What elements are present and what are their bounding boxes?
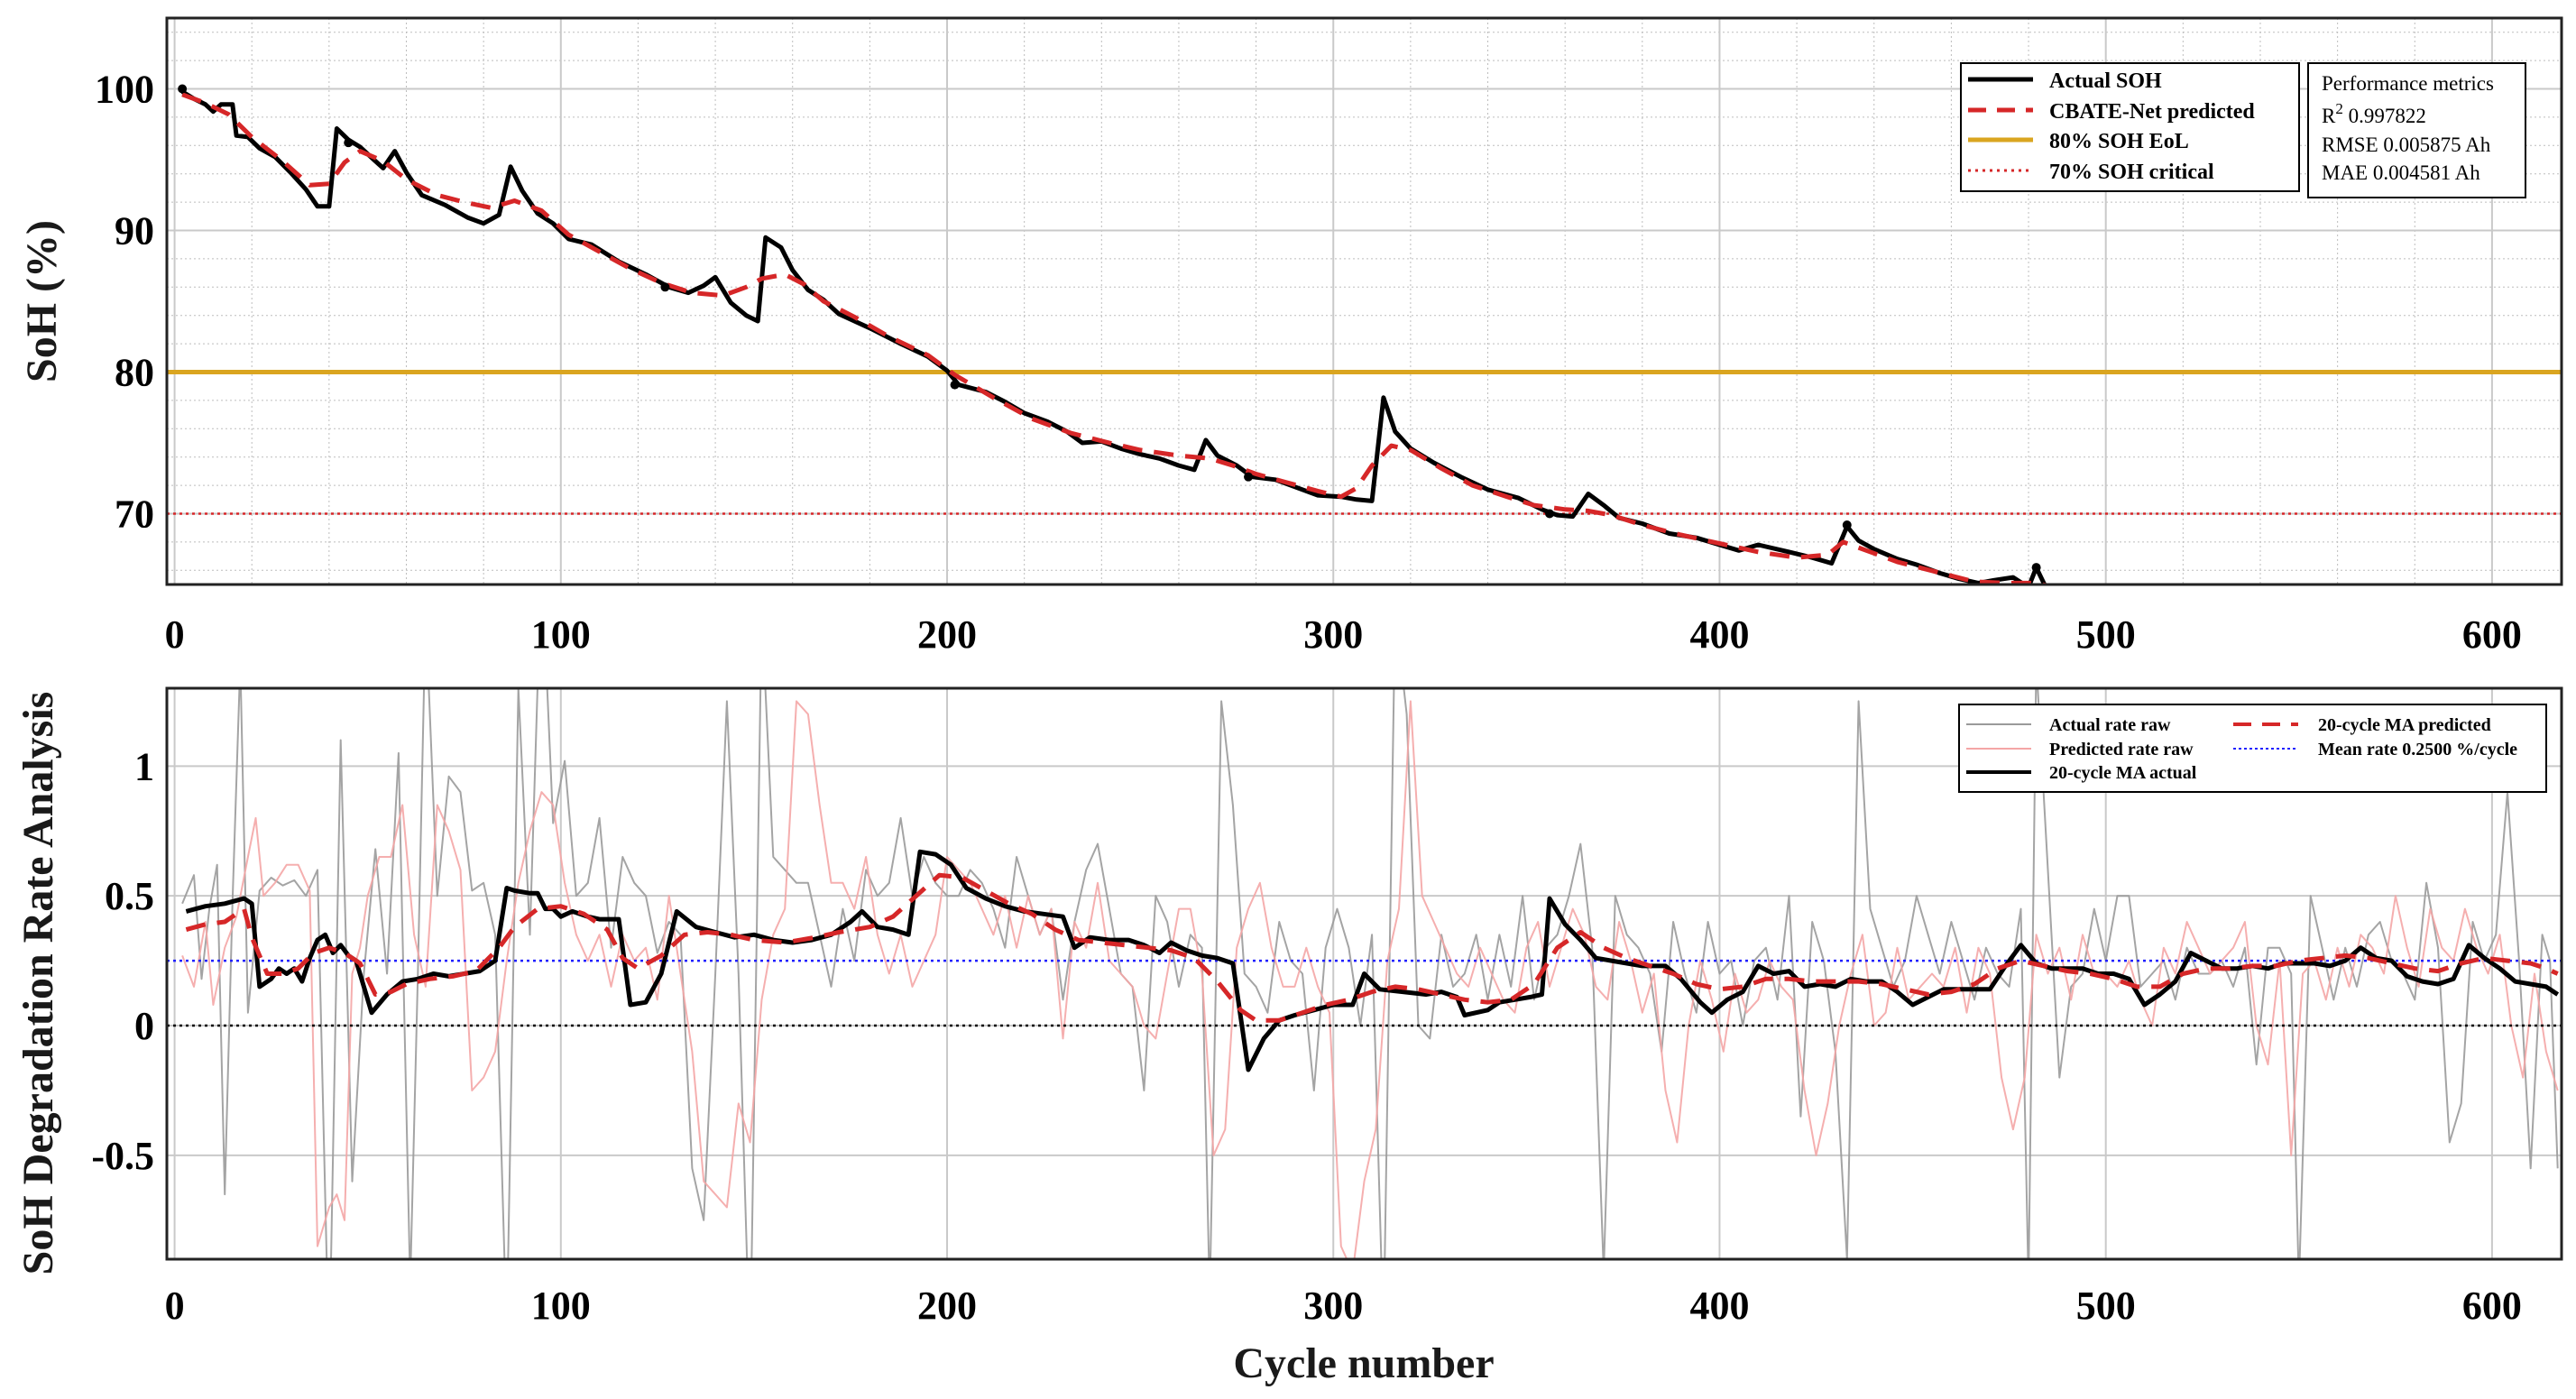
- soh-x-tick-label: 400: [1689, 612, 1749, 657]
- legend-ma-predicted: 20-cycle MA predicted: [2318, 715, 2491, 735]
- legend-actual-rate: Actual rate raw: [2049, 715, 2171, 735]
- soh-marker-point: [660, 282, 670, 292]
- rate-x-tick-label: 600: [2462, 1284, 2522, 1328]
- rate-x-tick-label: 500: [2076, 1284, 2136, 1328]
- soh-legend-box: [1960, 62, 2300, 192]
- rate-legend-box: [1958, 704, 2547, 793]
- soh-marker-point: [950, 380, 960, 390]
- rate-x-tick-label: 200: [917, 1284, 977, 1328]
- rate-x-tick-label: 300: [1303, 1284, 1363, 1328]
- soh-y-tick-label: 100: [95, 68, 154, 112]
- rate-tick-labels: -0.5 0 0.5 1 0 100 200 300 400 500 600: [91, 744, 2522, 1328]
- soh-y-tick-label: 70: [115, 492, 154, 537]
- metrics-r2-label: R: [2322, 105, 2336, 127]
- soh-x-tick-label: 200: [917, 612, 977, 657]
- soh-y-axis-label: SoH (%): [18, 220, 66, 382]
- soh-marker-point: [1842, 520, 1852, 530]
- rate-legend: Actual rate raw Predicted rate raw 20-cy…: [1958, 704, 2547, 793]
- soh-series-cbate-net-predicted: [181, 92, 2053, 584]
- rate-x-tick-label: 0: [165, 1284, 185, 1328]
- rate-y-tick-label: 0: [134, 1004, 154, 1048]
- soh-series-actual-soh: [180, 89, 2047, 584]
- soh-x-tick-label: 300: [1303, 612, 1363, 657]
- soh-x-tick-label: 100: [531, 612, 591, 657]
- soh-x-tick-label: 600: [2462, 612, 2522, 657]
- rate-y-axis-label: SoH Degradation Rate Analysis: [14, 692, 62, 1275]
- soh-y-tick-label: 90: [115, 209, 154, 253]
- soh-x-tick-label: 0: [165, 612, 185, 657]
- legend-eol: 80% SOH EoL: [2049, 130, 2189, 153]
- soh-marker-point: [178, 84, 188, 94]
- soh-plot-frame: [165, 16, 2563, 586]
- metrics-mae: MAE 0.004581 Ah: [2322, 161, 2480, 184]
- legend-ma-actual: 20-cycle MA actual: [2049, 763, 2197, 783]
- legend-mean-rate: Mean rate 0.2500 %/cycle: [2318, 740, 2517, 759]
- metrics-box-frame: [2307, 62, 2526, 198]
- degradation-rate-chart: -0.5 0 0.5 1 0 100 200 300 400 500 600 SoH Degrada…: [14, 686, 2563, 1387]
- legend-critical: 70% SOH critical: [2049, 161, 2214, 184]
- soh-y-tick-label: 80: [115, 351, 154, 395]
- metrics-r2-value: 0.997822: [2343, 105, 2426, 127]
- rate-x-tick-label: 100: [531, 1284, 591, 1328]
- rate-y-tick-label: -0.5: [91, 1134, 154, 1178]
- metrics-rmse: RMSE 0.005875 Ah: [2322, 133, 2491, 156]
- rate-plot-frame: [165, 686, 2563, 1261]
- legend-predicted-soh: CBATE-Net predicted: [2049, 100, 2255, 124]
- rate-x-axis-label: Cycle number: [1233, 1339, 1494, 1387]
- soh-marker-point: [344, 138, 354, 148]
- rate-y-tick-label: 1: [134, 744, 154, 788]
- metrics-r2-sup: 2: [2335, 100, 2343, 117]
- legend-predicted-rate: Predicted rate raw: [2049, 740, 2194, 759]
- rate-series: [167, 688, 2562, 1259]
- soh-tick-labels: 70 80 90 100 0 100 200 300 400 500 600: [95, 68, 2522, 658]
- metrics-title: Performance metrics: [2322, 72, 2494, 95]
- rate-y-tick-label: 0.5: [105, 874, 154, 918]
- soh-series: [167, 84, 2562, 584]
- soh-chart: 70 80 90 100 0 100 200 300 400 500 600 SoH (%) Act…: [18, 16, 2563, 658]
- soh-x-tick-label: 500: [2076, 612, 2136, 657]
- soh-marker-point: [1244, 472, 1254, 482]
- soh-marker-point: [1545, 509, 1555, 519]
- rate-x-tick-label: 400: [1689, 1284, 1749, 1328]
- soh-marker-point: [2031, 563, 2041, 573]
- metrics-r2: R2 0.997822: [2322, 100, 2426, 127]
- soh-legend: Actual SOH CBATE-Net predicted 80% SOH E…: [1960, 62, 2300, 192]
- performance-metrics-box: Performance metrics R2 0.997822 RMSE 0.0…: [2307, 62, 2526, 198]
- legend-actual-soh: Actual SOH: [2049, 69, 2162, 93]
- rate-series-20-cycle-ma-predicted: [185, 872, 2559, 1023]
